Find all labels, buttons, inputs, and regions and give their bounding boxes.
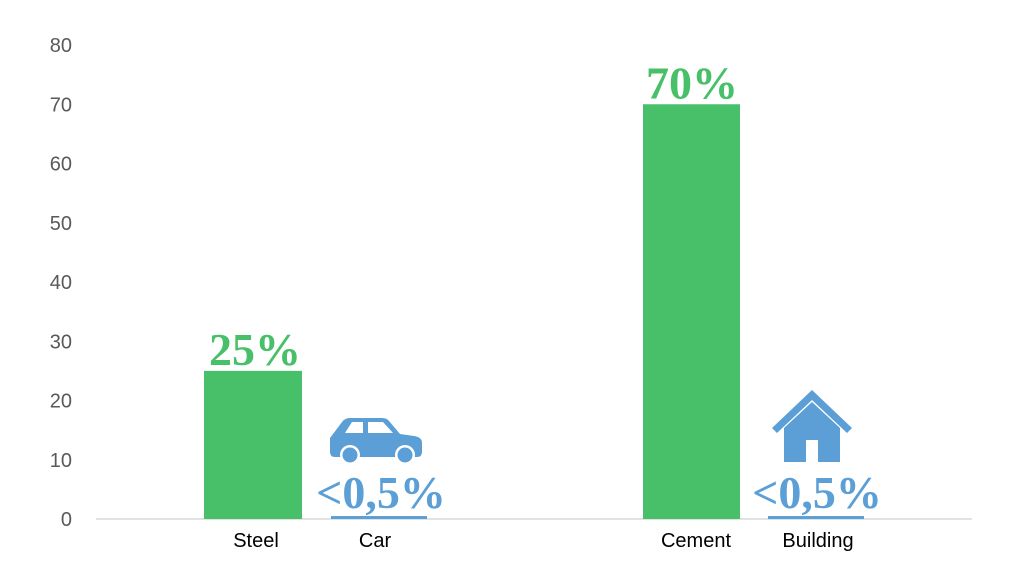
house-icon [772,390,852,462]
data-label-car: <0,5% [316,467,446,518]
y-tick-label: 50 [50,213,72,235]
y-tick-label: 30 [50,331,72,353]
category-label-steel: Steel [233,530,279,552]
data-label-steel: 25% [209,324,301,375]
category-labels: Steel Car Cement Building [233,530,853,552]
y-axis-ticks: 0 10 20 30 40 50 60 70 80 [50,35,72,531]
data-label-cement: 70% [646,57,738,108]
icons [330,390,852,465]
car-icon [330,418,422,465]
y-tick-label: 20 [50,391,72,413]
y-tick-label: 70 [50,94,72,116]
bar-steel [204,370,302,519]
category-label-cement: Cement [661,530,731,552]
data-labels: 25% <0,5% 70% <0,5% [209,57,882,518]
data-label-building: <0,5% [752,467,882,518]
y-tick-label: 40 [50,272,72,294]
category-label-car: Car [359,530,392,552]
y-tick-label: 80 [50,35,72,57]
bar-cement [643,104,740,519]
y-tick-label: 60 [50,154,72,176]
bars [204,104,864,519]
bar-building [768,516,864,519]
category-label-building: Building [782,530,853,552]
y-tick-label: 0 [61,509,72,531]
bar-car [331,516,427,519]
y-tick-label: 10 [50,450,72,472]
